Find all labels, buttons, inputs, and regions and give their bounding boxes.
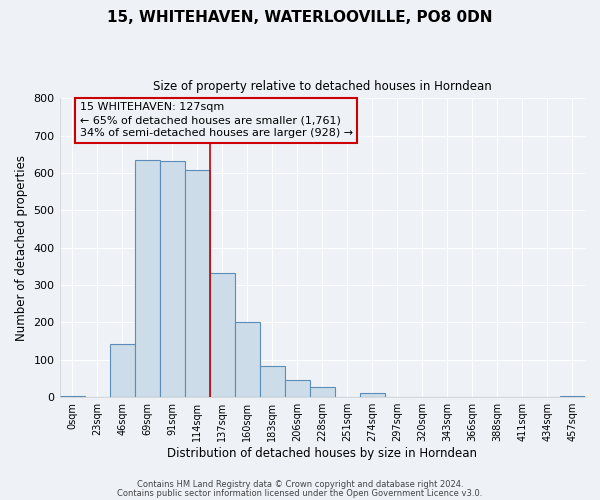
X-axis label: Distribution of detached houses by size in Horndean: Distribution of detached houses by size … bbox=[167, 447, 477, 460]
Bar bbox=[560, 396, 585, 397]
Bar bbox=[185, 170, 209, 397]
Text: 15, WHITEHAVEN, WATERLOOVILLE, PO8 0DN: 15, WHITEHAVEN, WATERLOOVILLE, PO8 0DN bbox=[107, 10, 493, 25]
Text: Contains HM Land Registry data © Crown copyright and database right 2024.: Contains HM Land Registry data © Crown c… bbox=[137, 480, 463, 489]
Bar bbox=[310, 388, 335, 397]
Bar bbox=[360, 392, 385, 397]
Bar bbox=[160, 162, 185, 397]
Bar bbox=[209, 273, 235, 397]
Bar bbox=[59, 396, 85, 397]
Text: 15 WHITEHAVEN: 127sqm
← 65% of detached houses are smaller (1,761)
34% of semi-d: 15 WHITEHAVEN: 127sqm ← 65% of detached … bbox=[80, 102, 353, 139]
Text: Contains public sector information licensed under the Open Government Licence v3: Contains public sector information licen… bbox=[118, 488, 482, 498]
Bar bbox=[235, 322, 260, 397]
Bar bbox=[260, 366, 285, 397]
Y-axis label: Number of detached properties: Number of detached properties bbox=[15, 155, 28, 341]
Bar bbox=[134, 160, 160, 397]
Bar bbox=[110, 344, 134, 397]
Bar bbox=[285, 380, 310, 397]
Title: Size of property relative to detached houses in Horndean: Size of property relative to detached ho… bbox=[153, 80, 491, 93]
